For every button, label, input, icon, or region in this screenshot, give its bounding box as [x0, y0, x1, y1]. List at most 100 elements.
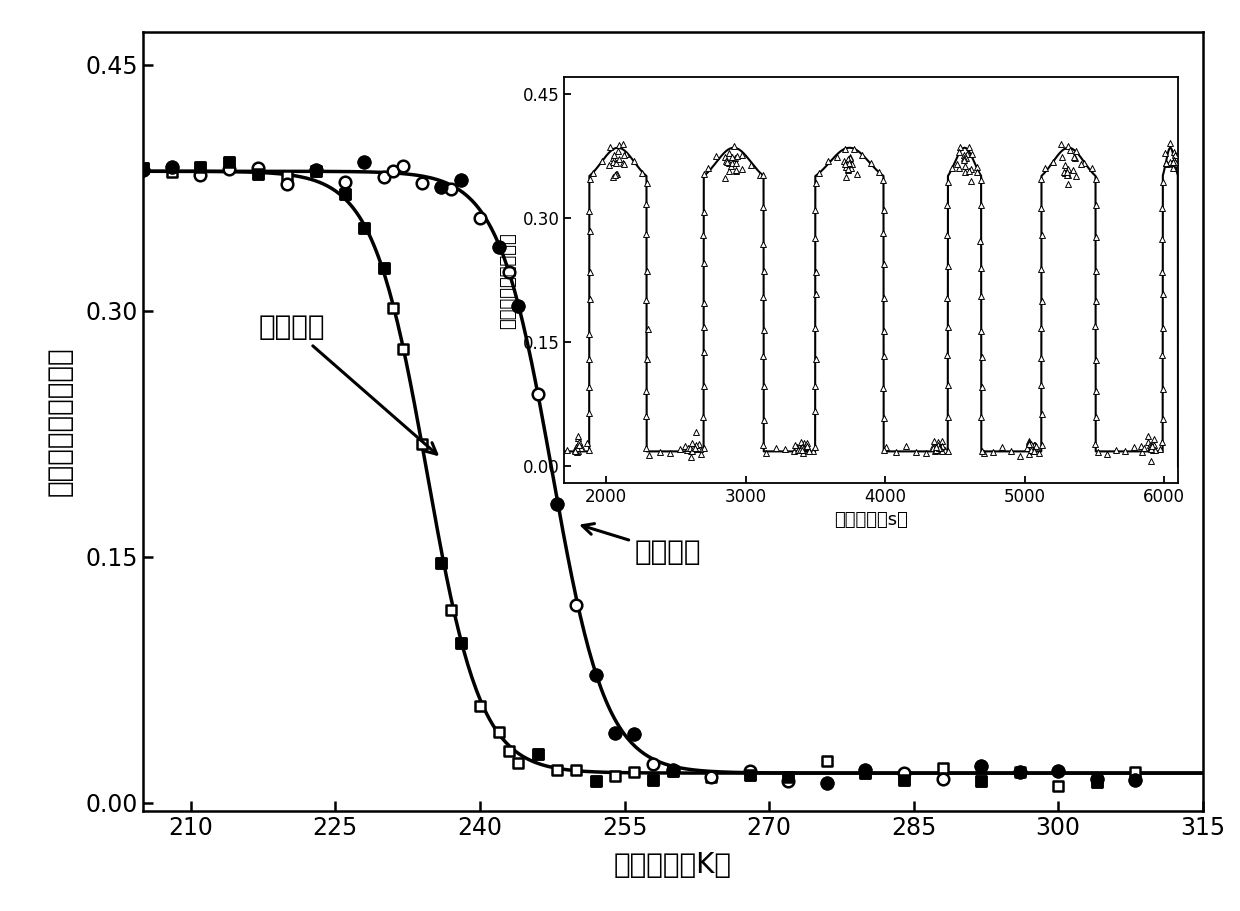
Point: [677, 443, 697, 457]
Point: [1011, 448, 1030, 463]
Point: [1152, 435, 1172, 449]
Point: [1086, 353, 1106, 367]
Point: [1086, 384, 1106, 398]
Point: [579, 406, 599, 421]
Point: [694, 441, 714, 456]
Point: [715, 171, 735, 186]
Point: [671, 442, 691, 456]
Point: [1052, 150, 1071, 165]
Point: [1126, 764, 1146, 779]
Point: [585, 668, 605, 682]
Point: [498, 744, 518, 759]
Point: [1163, 154, 1183, 169]
Point: [947, 157, 967, 171]
Point: [1009, 764, 1029, 779]
Point: [1022, 437, 1042, 452]
Point: [961, 161, 981, 176]
Point: [373, 169, 393, 184]
Point: [742, 158, 761, 172]
Point: [838, 152, 858, 167]
Point: [637, 264, 657, 279]
Point: [1153, 175, 1173, 189]
Point: [557, 443, 577, 457]
Point: [662, 763, 682, 778]
Point: [894, 773, 914, 787]
Point: [727, 155, 746, 169]
Point: [580, 224, 600, 239]
Point: [842, 157, 862, 171]
Point: [698, 161, 718, 176]
Point: [719, 156, 739, 170]
Point: [691, 442, 711, 456]
Point: [707, 148, 727, 163]
Point: [432, 556, 451, 570]
Point: [749, 168, 769, 182]
Point: [856, 766, 875, 781]
Point: [603, 169, 622, 184]
Point: [754, 200, 774, 214]
Point: [717, 155, 737, 169]
Point: [971, 198, 991, 212]
Point: [1141, 442, 1161, 456]
Point: [939, 175, 959, 189]
Point: [754, 437, 774, 452]
Point: [827, 149, 847, 164]
Point: [528, 746, 548, 761]
Point: [1032, 228, 1052, 242]
Point: [932, 772, 952, 786]
Point: [605, 169, 625, 183]
Point: [955, 152, 975, 167]
Point: [624, 764, 644, 779]
Point: [1009, 764, 1029, 779]
Point: [355, 154, 374, 169]
Point: [1056, 169, 1076, 183]
Point: [248, 167, 268, 181]
Point: [1024, 437, 1044, 452]
Point: [687, 437, 707, 452]
Point: [584, 166, 604, 180]
Point: [219, 154, 239, 169]
Point: [930, 443, 950, 457]
Point: [161, 165, 181, 179]
Point: [579, 443, 599, 457]
Point: [1032, 351, 1052, 365]
Point: [585, 774, 605, 789]
Point: [753, 236, 773, 251]
Point: [805, 231, 825, 246]
Point: [937, 410, 957, 425]
Point: [567, 763, 587, 778]
Point: [818, 154, 838, 169]
Point: [1066, 144, 1086, 159]
Point: [568, 431, 588, 445]
Point: [1074, 156, 1094, 170]
Point: [585, 774, 605, 789]
Point: [133, 162, 153, 177]
Point: [873, 172, 893, 187]
Point: [383, 301, 403, 315]
Point: [1131, 439, 1151, 454]
Point: [894, 766, 914, 781]
Point: [1030, 200, 1050, 215]
Point: [579, 326, 599, 341]
Point: [1086, 774, 1106, 789]
Point: [1009, 764, 1029, 779]
Point: [955, 164, 975, 179]
Point: [839, 150, 859, 165]
Point: [957, 147, 977, 161]
Point: [579, 172, 599, 187]
X-axis label: 测试温度（K）: 测试温度（K）: [614, 851, 732, 879]
Point: [836, 169, 856, 184]
Point: [569, 435, 589, 449]
Point: [335, 175, 355, 189]
Point: [753, 290, 773, 304]
Point: [565, 443, 585, 457]
Point: [1019, 436, 1039, 451]
Point: [1145, 438, 1164, 453]
Point: [874, 348, 894, 363]
Point: [873, 226, 893, 241]
Point: [817, 776, 837, 791]
Point: [636, 197, 656, 211]
Point: [937, 378, 957, 393]
Point: [971, 261, 991, 276]
Point: [806, 352, 826, 366]
